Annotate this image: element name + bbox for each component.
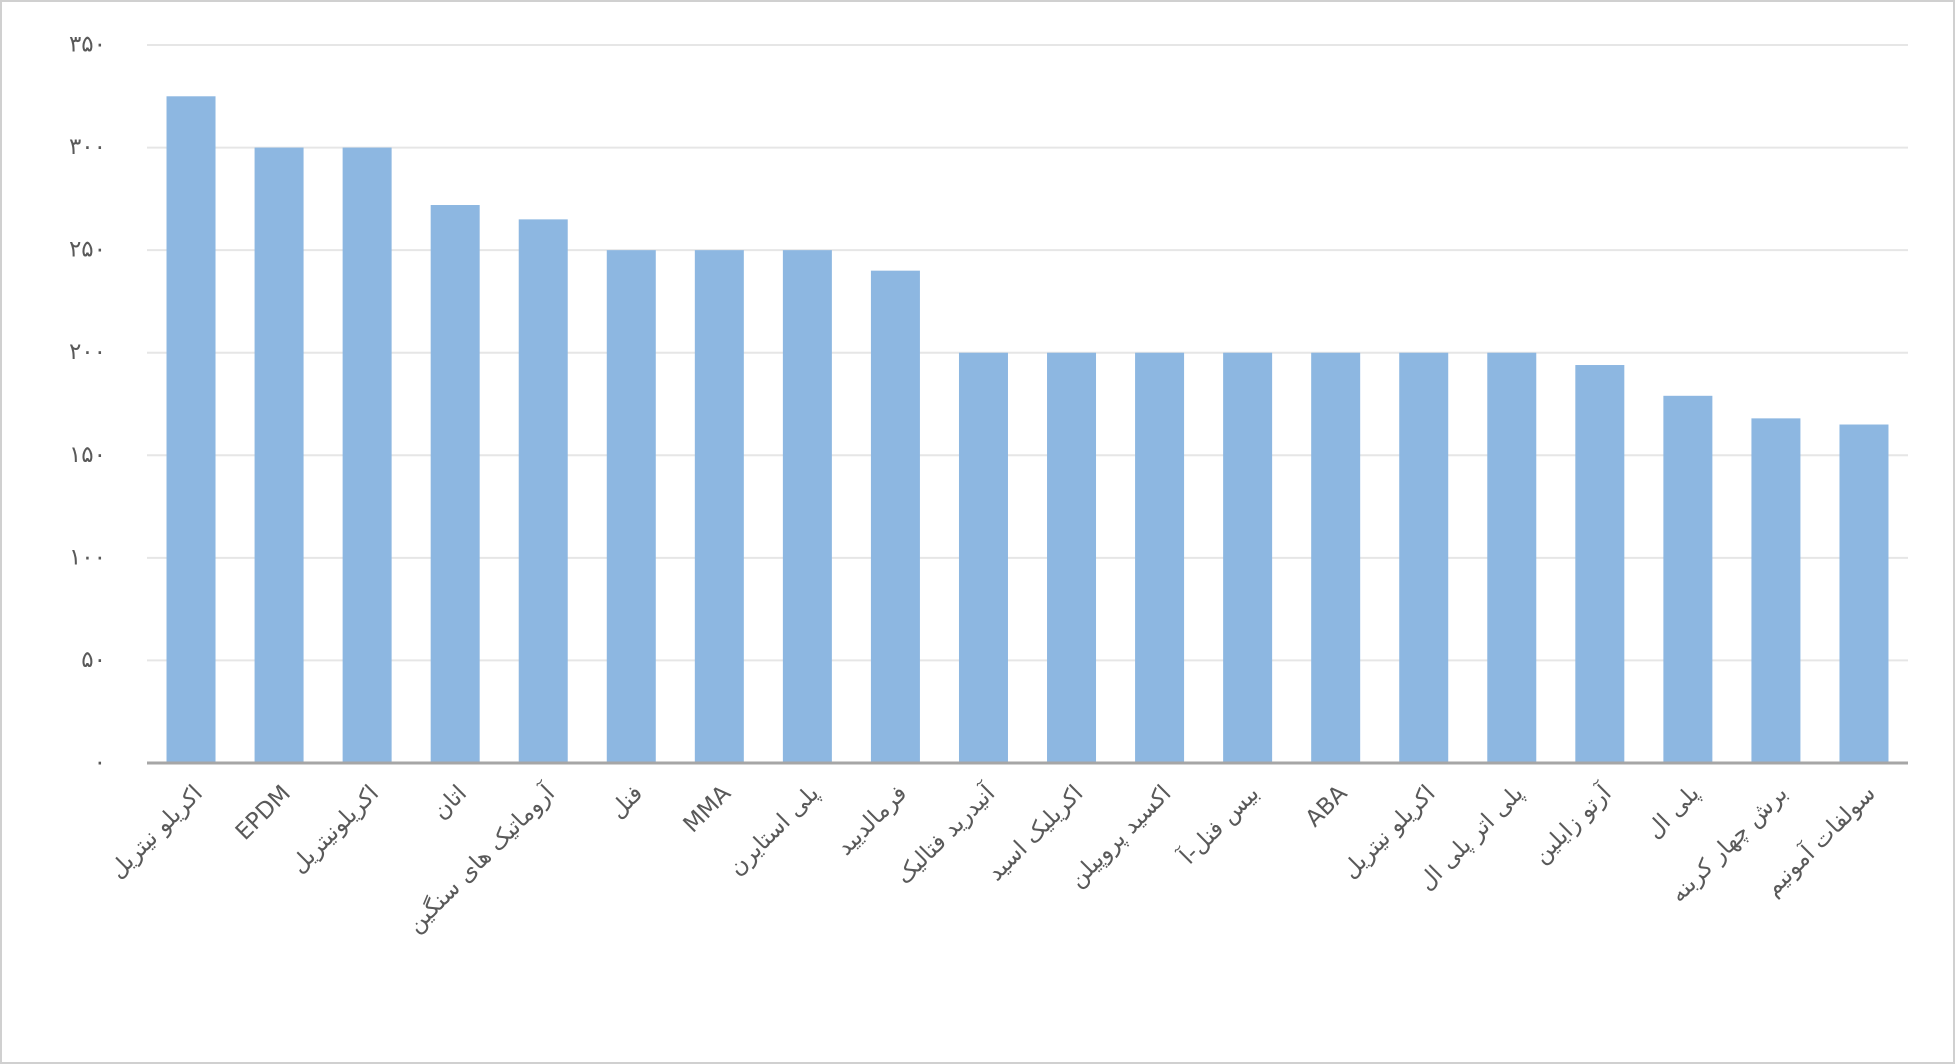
bar <box>606 250 656 764</box>
bar <box>254 147 304 764</box>
y-tick-label: ۰ <box>94 750 106 776</box>
y-tick-label: ۳۰۰ <box>69 134 106 160</box>
bar <box>166 96 216 764</box>
y-tick-label: ۲۵۰ <box>69 237 106 263</box>
bar <box>1311 352 1361 763</box>
bar <box>1399 352 1449 763</box>
bar <box>958 352 1008 763</box>
bar <box>342 147 392 764</box>
bar <box>1663 395 1713 763</box>
bar <box>1839 424 1889 763</box>
bar <box>1751 418 1801 763</box>
bar <box>1223 352 1273 763</box>
bar <box>694 250 744 764</box>
bar <box>1047 352 1097 763</box>
bar <box>1135 352 1185 763</box>
y-tick-label: ۳۵۰ <box>69 32 106 58</box>
bar <box>1487 352 1537 763</box>
bar <box>782 250 832 764</box>
bar <box>518 219 568 763</box>
y-tick-label: ۱۰۰ <box>69 544 106 570</box>
y-tick-label: ۲۰۰ <box>69 339 106 365</box>
bar <box>1575 365 1625 763</box>
bar <box>870 270 920 763</box>
y-tick-label: ۵۰ <box>81 647 106 673</box>
bar <box>430 205 480 764</box>
y-tick-label: ۱۵۰ <box>69 442 106 468</box>
